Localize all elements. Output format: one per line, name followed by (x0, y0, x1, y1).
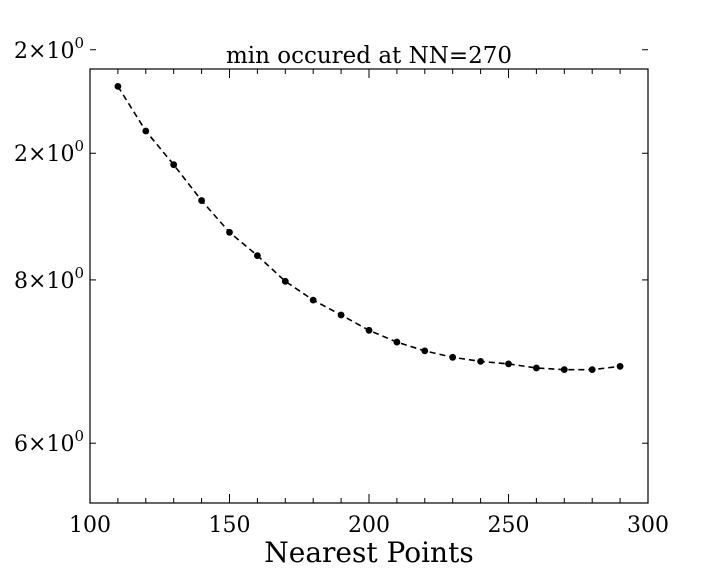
chart-title: min occured at NN=270 (226, 43, 512, 69)
data-point (393, 338, 401, 346)
data-point (560, 366, 568, 374)
x-tick-label: 300 (627, 513, 669, 538)
x-tick-label: 250 (488, 513, 530, 538)
y-tick-label: 8×100 (14, 264, 84, 294)
x-tick-label: 150 (209, 513, 251, 538)
y-tick-label: 2×100 (14, 137, 84, 167)
data-point (170, 161, 178, 169)
data-point (337, 311, 345, 319)
data-point (309, 296, 317, 304)
plot-frame (89, 68, 649, 504)
plot-area: 100 150 200 250 300 6×100 8×100 2×100 2×100 (14, 34, 669, 538)
data-point (533, 364, 540, 372)
data-point (588, 366, 596, 374)
y-tick-label: 6×100 (14, 427, 84, 457)
x-axis-label: Nearest Points (264, 536, 473, 569)
data-point (421, 347, 429, 355)
data-point (505, 360, 512, 368)
data-point (281, 277, 289, 285)
data-point (477, 358, 484, 365)
data-point (198, 197, 206, 204)
data-point (254, 252, 261, 259)
data-point (449, 353, 457, 361)
data-point (365, 326, 373, 334)
data-point (226, 228, 233, 236)
data-point (142, 127, 150, 135)
data-point (114, 82, 122, 90)
x-tick-label: 100 (69, 513, 111, 538)
x-tick-label: 200 (348, 513, 390, 538)
data-point (616, 362, 624, 370)
y-tick-label: 2×100 (14, 34, 84, 64)
